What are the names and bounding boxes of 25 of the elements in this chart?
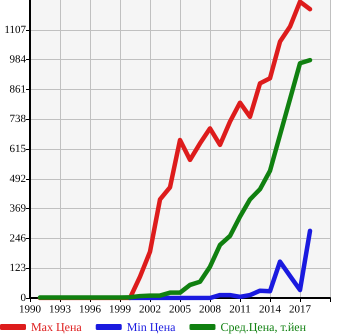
legend-label: Min Цена bbox=[126, 320, 176, 334]
x-tick-label: 2005 bbox=[169, 304, 192, 316]
line-series bbox=[38, 58, 312, 300]
x-tick-label: 2014 bbox=[259, 304, 282, 316]
legend-label: Max Цена bbox=[31, 320, 82, 334]
x-tick-label: 1993 bbox=[49, 304, 72, 316]
y-tick-label: 861 bbox=[10, 83, 26, 96]
y-tick-label: 123 bbox=[10, 262, 26, 274]
x-tick-label: 2008 bbox=[199, 304, 222, 316]
x-tick-label: 2002 bbox=[139, 304, 161, 316]
x-tick-label: 1996 bbox=[79, 304, 102, 316]
y-tick-label: 615 bbox=[10, 143, 26, 155]
y-tick-label: 984 bbox=[10, 54, 26, 66]
y-tick-label: 369 bbox=[10, 202, 26, 215]
y-tick-label: 492 bbox=[10, 172, 26, 185]
y-tick-label: 0 bbox=[20, 292, 26, 304]
legend-label: Сред.Цена, т.йен bbox=[220, 320, 307, 334]
x-tick-label: 2017 bbox=[289, 304, 312, 316]
y-tick-label: 1107 bbox=[4, 24, 26, 36]
x-tick-label: 2011 bbox=[229, 304, 251, 316]
x-tick-label: 1990 bbox=[19, 304, 42, 316]
y-tick-label: 246 bbox=[10, 232, 26, 244]
line-series bbox=[128, 228, 312, 300]
x-tick-label: 1999 bbox=[109, 304, 132, 316]
y-tick-label: 738 bbox=[10, 113, 26, 126]
